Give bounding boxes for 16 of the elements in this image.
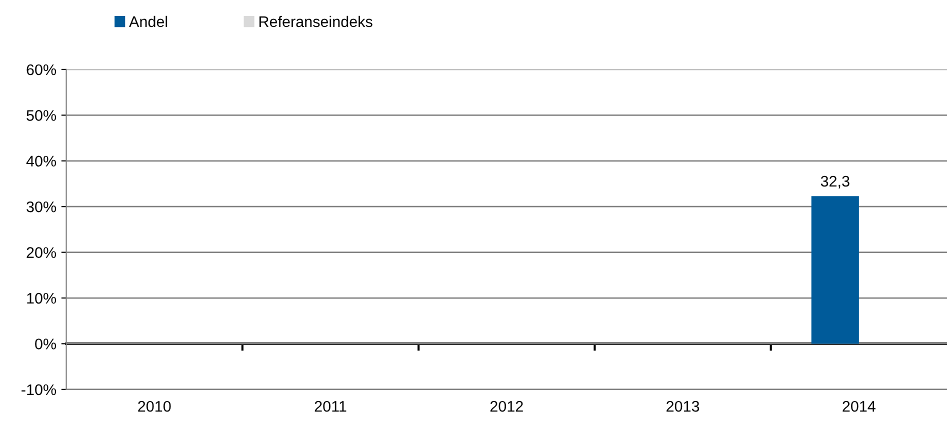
x-tick-label: 2012 [490,400,523,412]
y-tick-label: 0% [35,338,56,350]
x-tick-label: 2014 [842,400,876,412]
x-tick-label: 2011 [314,400,346,412]
legend-label: Referanseindeks [259,16,372,28]
y-tick-label: 10% [27,292,56,304]
y-tick-label: 40% [26,156,56,167]
y-tick-label: 30% [26,201,56,212]
y-tick-label: 50% [26,110,56,121]
x-tick-label: 2013 [666,400,700,412]
y-tick-label: -10% [22,384,56,396]
data-label: 32,3 [820,176,850,188]
legend-label: Andel [129,16,168,28]
y-tick-label: 60% [26,64,56,76]
x-tick-label: 2010 [138,400,171,412]
y-tick-label: 20% [26,247,56,258]
